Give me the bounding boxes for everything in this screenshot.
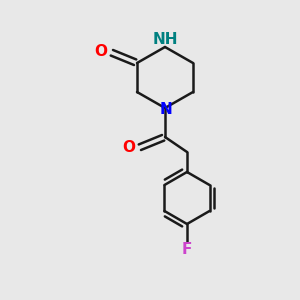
Text: N: N — [160, 101, 172, 116]
Text: NH: NH — [152, 32, 178, 47]
Text: O: O — [122, 140, 136, 154]
Text: O: O — [94, 44, 107, 59]
Text: F: F — [182, 242, 192, 257]
